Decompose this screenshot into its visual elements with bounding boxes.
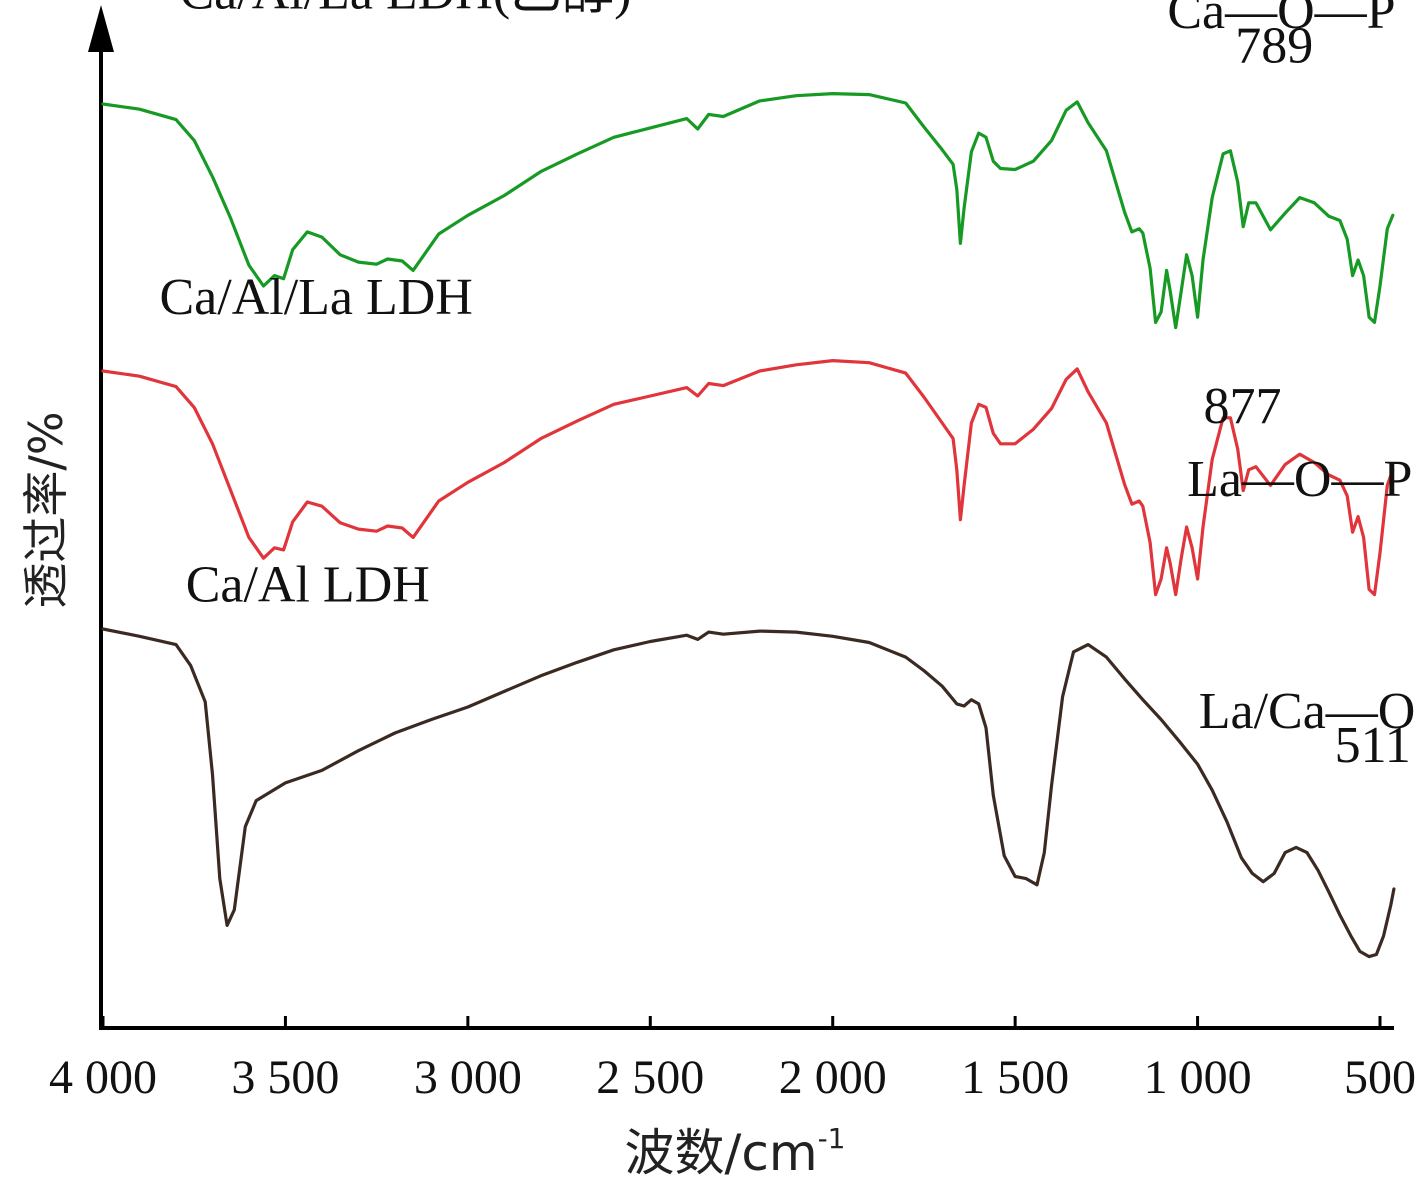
x-tick-label-0: 4 000: [49, 1051, 157, 1104]
x-tick-label-1: 3 500: [231, 1051, 339, 1104]
y-axis-label: 透过率/%: [19, 411, 73, 608]
annotation-4: La/Ca—O: [1199, 683, 1416, 740]
annotation-2: 877: [1203, 378, 1281, 435]
x-ticks: [101, 1016, 1382, 1028]
series-group: [101, 92, 1396, 959]
annotation-0: Ca—O—P: [1167, 0, 1395, 40]
x-tick-label-6: 1 000: [1144, 1051, 1252, 1104]
series-labels: Ca/Al/La LDH(乙醇) Ca/Al/La LDH Ca/Al LDH: [159, 0, 631, 613]
x-tick-label-4: 2 000: [779, 1051, 887, 1104]
annotation-3: La—O—P: [1187, 451, 1412, 508]
x-tick-label-7: 500: [1344, 1051, 1416, 1104]
series-label-1: Ca/Al/La LDH: [159, 269, 472, 326]
x-axis-label-superscript: -1: [818, 1122, 846, 1155]
x-tick-label-3: 2 500: [596, 1051, 704, 1104]
axes: [88, 5, 1394, 1030]
series-label-0: Ca/Al/La LDH(乙醇): [179, 0, 631, 20]
series-label-2: Ca/Al LDH: [186, 556, 430, 613]
x-axis-label-text: 波数/cm: [625, 1124, 818, 1181]
series-line-0: [101, 92, 1395, 330]
x-tick-label-5: 1 500: [961, 1051, 1069, 1104]
y-axis-arrow-icon: [88, 5, 114, 52]
annotation-5: 511: [1335, 717, 1411, 774]
series-line-1: [101, 359, 1395, 597]
x-tick-labels: 4 000 3 500 3 000 2 500 2 000 1 500 1 000 500: [49, 1051, 1416, 1104]
series-line-2: [101, 627, 1396, 959]
x-tick-label-2: 3 000: [414, 1051, 522, 1104]
annotation-1: 789: [1235, 17, 1313, 74]
x-axis-label: 波数/cm-1: [625, 1122, 846, 1181]
